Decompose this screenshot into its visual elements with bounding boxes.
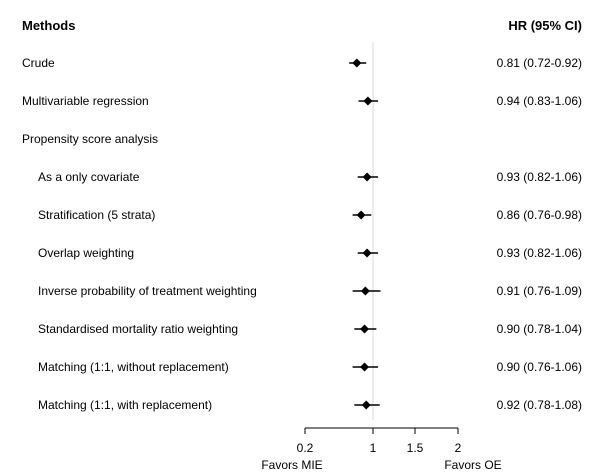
row-label: Inverse probability of treatment weighti… [38,284,257,298]
row-label: Crude [22,56,55,70]
x-tick-label: 0.2 [297,441,314,455]
x-tick-label: 1.5 [407,441,424,455]
forest-row: Standardised mortality ratio weighting 0.… [38,322,582,336]
row-label: Standardised mortality ratio weighting [38,322,238,336]
ci-value: 0.81 (0.72-0.92) [497,56,582,70]
ci-value: 0.92 (0.78-1.08) [497,398,582,412]
x-tick-label: 1 [370,441,377,455]
hr-point [360,286,370,296]
row-label: Stratification (5 strata) [38,208,155,222]
ci-value: 0.93 (0.82-1.06) [497,246,582,260]
row-label: Overlap weighting [38,246,134,260]
hr-ci-header: HR (95% CI) [508,18,582,33]
ci-value: 0.90 (0.76-1.06) [497,360,582,374]
ci-value: 0.90 (0.78-1.04) [497,322,582,336]
forest-row: Matching (1:1, without replacement) 0.90 … [38,360,582,374]
hr-point [361,400,371,410]
hr-point [360,362,369,372]
row-label: Matching (1:1, without replacement) [38,360,229,374]
methods-header: Methods [22,18,75,33]
row-label: Matching (1:1, with replacement) [38,398,212,412]
hr-point [356,210,366,220]
favors-left-label: Favors MIE [261,458,322,472]
x-tick-label: 2 [455,441,462,455]
hr-point [352,58,362,68]
hr-point [360,324,369,334]
forest-row: As a only covariate 0.93 (0.82-1.06) [38,170,582,184]
row-label: Propensity score analysis [22,132,158,146]
ci-value: 0.91 (0.76-1.09) [497,284,582,298]
forest-row: Overlap weighting 0.93 (0.82-1.06) [38,246,582,260]
forest-row: Propensity score analysis [22,132,158,146]
forest-row: Matching (1:1, with replacement) 0.92 (0.… [38,398,582,412]
forest-row: Crude 0.81 (0.72-0.92) [22,56,582,70]
favors-right-label: Favors OE [444,458,501,472]
forest-row: Stratification (5 strata) 0.86 (0.76-0.98… [38,208,582,222]
hr-point [363,96,373,106]
row-label: Multivariable regression [22,94,149,108]
forest-row: Inverse probability of treatment weighti… [38,284,582,298]
row-label: As a only covariate [38,170,140,184]
hr-point [362,248,372,258]
ci-value: 0.86 (0.76-0.98) [497,208,582,222]
ci-value: 0.93 (0.82-1.06) [497,170,582,184]
forest-row: Multivariable regression 0.94 (0.83-1.06) [22,94,582,108]
hr-point [362,172,372,182]
ci-value: 0.94 (0.83-1.06) [497,94,582,108]
